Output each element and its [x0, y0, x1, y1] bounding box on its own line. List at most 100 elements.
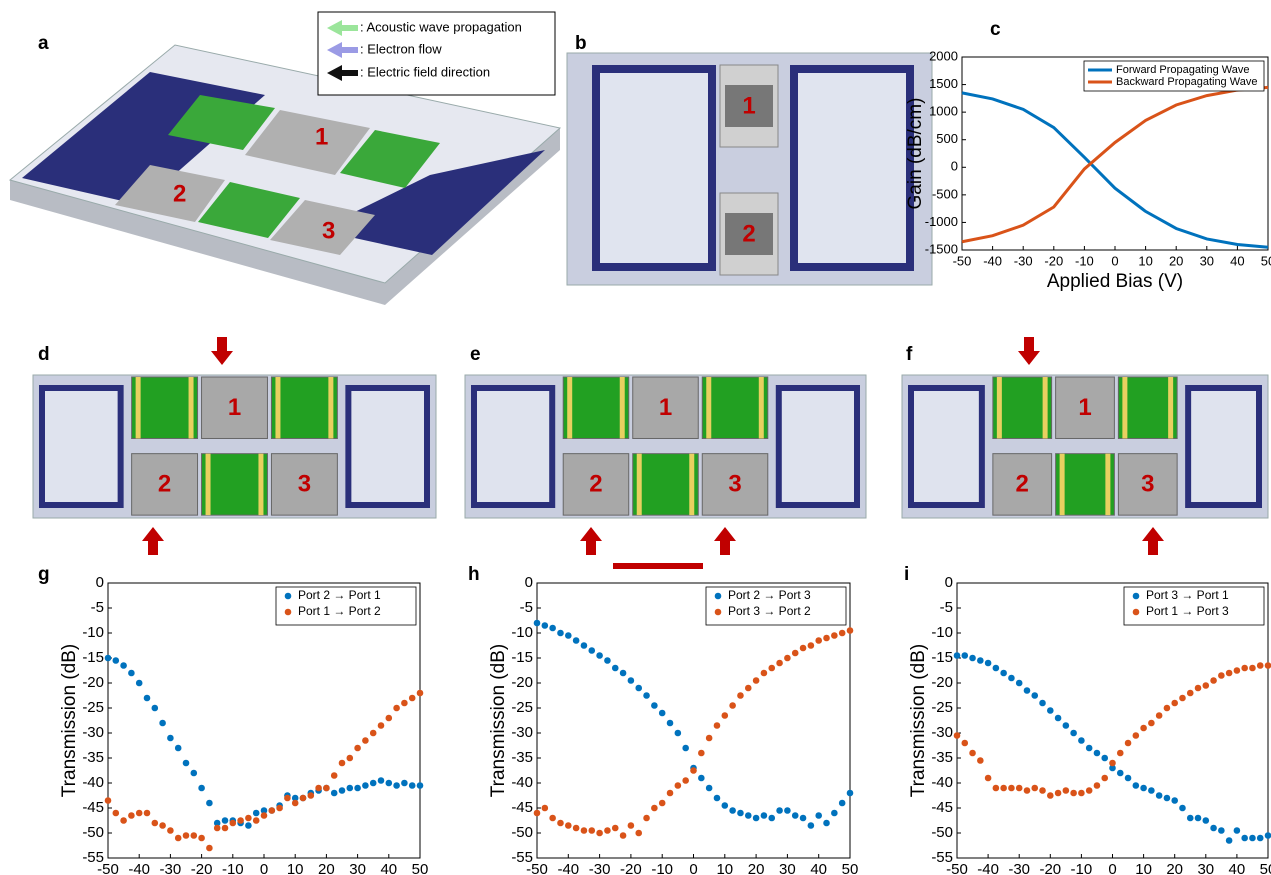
data-point [393, 705, 400, 712]
y-tick-label: -15 [511, 649, 533, 666]
x-tick-label: 50 [412, 861, 429, 875]
data-point [961, 740, 968, 747]
port-arrow [1142, 527, 1164, 555]
idt-fingers [351, 391, 424, 502]
data-point [113, 657, 120, 664]
data-point [954, 732, 961, 739]
port-label: 3 [322, 217, 335, 244]
x-tick-label: -20 [1044, 253, 1063, 268]
y-tick-label: -5 [520, 599, 533, 616]
port-label: 2 [173, 180, 186, 207]
idt-fingers [782, 391, 854, 502]
data-point [993, 665, 1000, 672]
data-point [761, 812, 768, 819]
data-point [1140, 785, 1147, 792]
amplifier [563, 377, 629, 438]
data-point [331, 772, 338, 779]
data-point [588, 647, 595, 654]
data-point [1000, 670, 1007, 677]
data-point [167, 735, 174, 742]
data-point [1039, 700, 1046, 707]
data-point [1094, 750, 1101, 757]
data-point [745, 685, 752, 692]
data-point [1000, 785, 1007, 792]
data-point [1125, 740, 1132, 747]
legend-text: Backward Propagating Wave [1116, 76, 1257, 88]
data-point [542, 622, 549, 629]
data-point [1195, 815, 1202, 822]
data-point [331, 790, 338, 797]
data-point [378, 722, 385, 729]
data-point [1094, 782, 1101, 789]
data-point [761, 670, 768, 677]
port-label: 1 [228, 394, 241, 421]
amplifier [633, 454, 699, 515]
data-point [706, 785, 713, 792]
data-point [776, 660, 783, 667]
x-tick-label: 10 [1138, 253, 1152, 268]
panel-label: e [470, 344, 481, 365]
data-point [1016, 785, 1023, 792]
x-tick-label: 30 [779, 861, 796, 875]
data-point [1187, 690, 1194, 697]
data-point [120, 817, 127, 824]
y-tick-label: -25 [511, 699, 533, 716]
data-point [628, 677, 635, 684]
y-tick-label: 0 [96, 574, 104, 591]
data-point [105, 655, 112, 662]
y-tick-label: -500 [932, 186, 958, 201]
contact [1043, 377, 1048, 438]
data-point [315, 785, 322, 792]
legend-swatch [715, 609, 722, 616]
port-label: 2 [742, 220, 755, 247]
data-point [1226, 837, 1233, 844]
data-point [831, 810, 838, 817]
y-tick-label: -55 [82, 849, 104, 866]
data-point [620, 832, 627, 839]
data-point [800, 815, 807, 822]
x-tick-label: -20 [191, 861, 213, 875]
data-point [831, 632, 838, 639]
data-point [120, 662, 127, 669]
data-point [698, 775, 705, 782]
data-point [753, 815, 760, 822]
contact [620, 377, 625, 438]
data-point [588, 827, 595, 834]
amplifier [271, 377, 337, 438]
data-point [792, 650, 799, 657]
x-tick-label: 30 [1197, 861, 1214, 875]
data-point [565, 632, 572, 639]
legend-text: Forward Propagating Wave [1116, 64, 1250, 76]
data-point [1234, 827, 1241, 834]
data-point [1008, 785, 1015, 792]
data-point [557, 630, 564, 637]
x-tick-label: 10 [1135, 861, 1152, 875]
x-tick-label: 0 [260, 861, 268, 875]
y-tick-label: -20 [82, 674, 104, 691]
data-point [1101, 755, 1108, 762]
data-point [113, 810, 120, 817]
data-point [1125, 775, 1132, 782]
data-point [1086, 745, 1093, 752]
data-point [1078, 790, 1085, 797]
data-point [800, 645, 807, 652]
data-point [230, 820, 237, 827]
data-point [565, 822, 572, 829]
y-tick-label: 500 [936, 131, 958, 146]
data-point [1047, 792, 1054, 799]
legend-swatch [285, 609, 292, 616]
data-point [159, 720, 166, 727]
y-tick-label: -35 [82, 749, 104, 766]
data-point [1187, 815, 1194, 822]
x-tick-label: -20 [620, 861, 642, 875]
data-point [253, 810, 260, 817]
y-tick-label: -25 [931, 699, 953, 716]
panel-label: g [38, 564, 50, 585]
y-tick-label: -35 [511, 749, 533, 766]
data-point [722, 802, 729, 809]
legend-swatch [1133, 593, 1140, 600]
y-tick-label: -20 [511, 674, 533, 691]
data-point [308, 792, 315, 799]
data-point [1047, 707, 1054, 714]
y-tick-label: -15 [82, 649, 104, 666]
